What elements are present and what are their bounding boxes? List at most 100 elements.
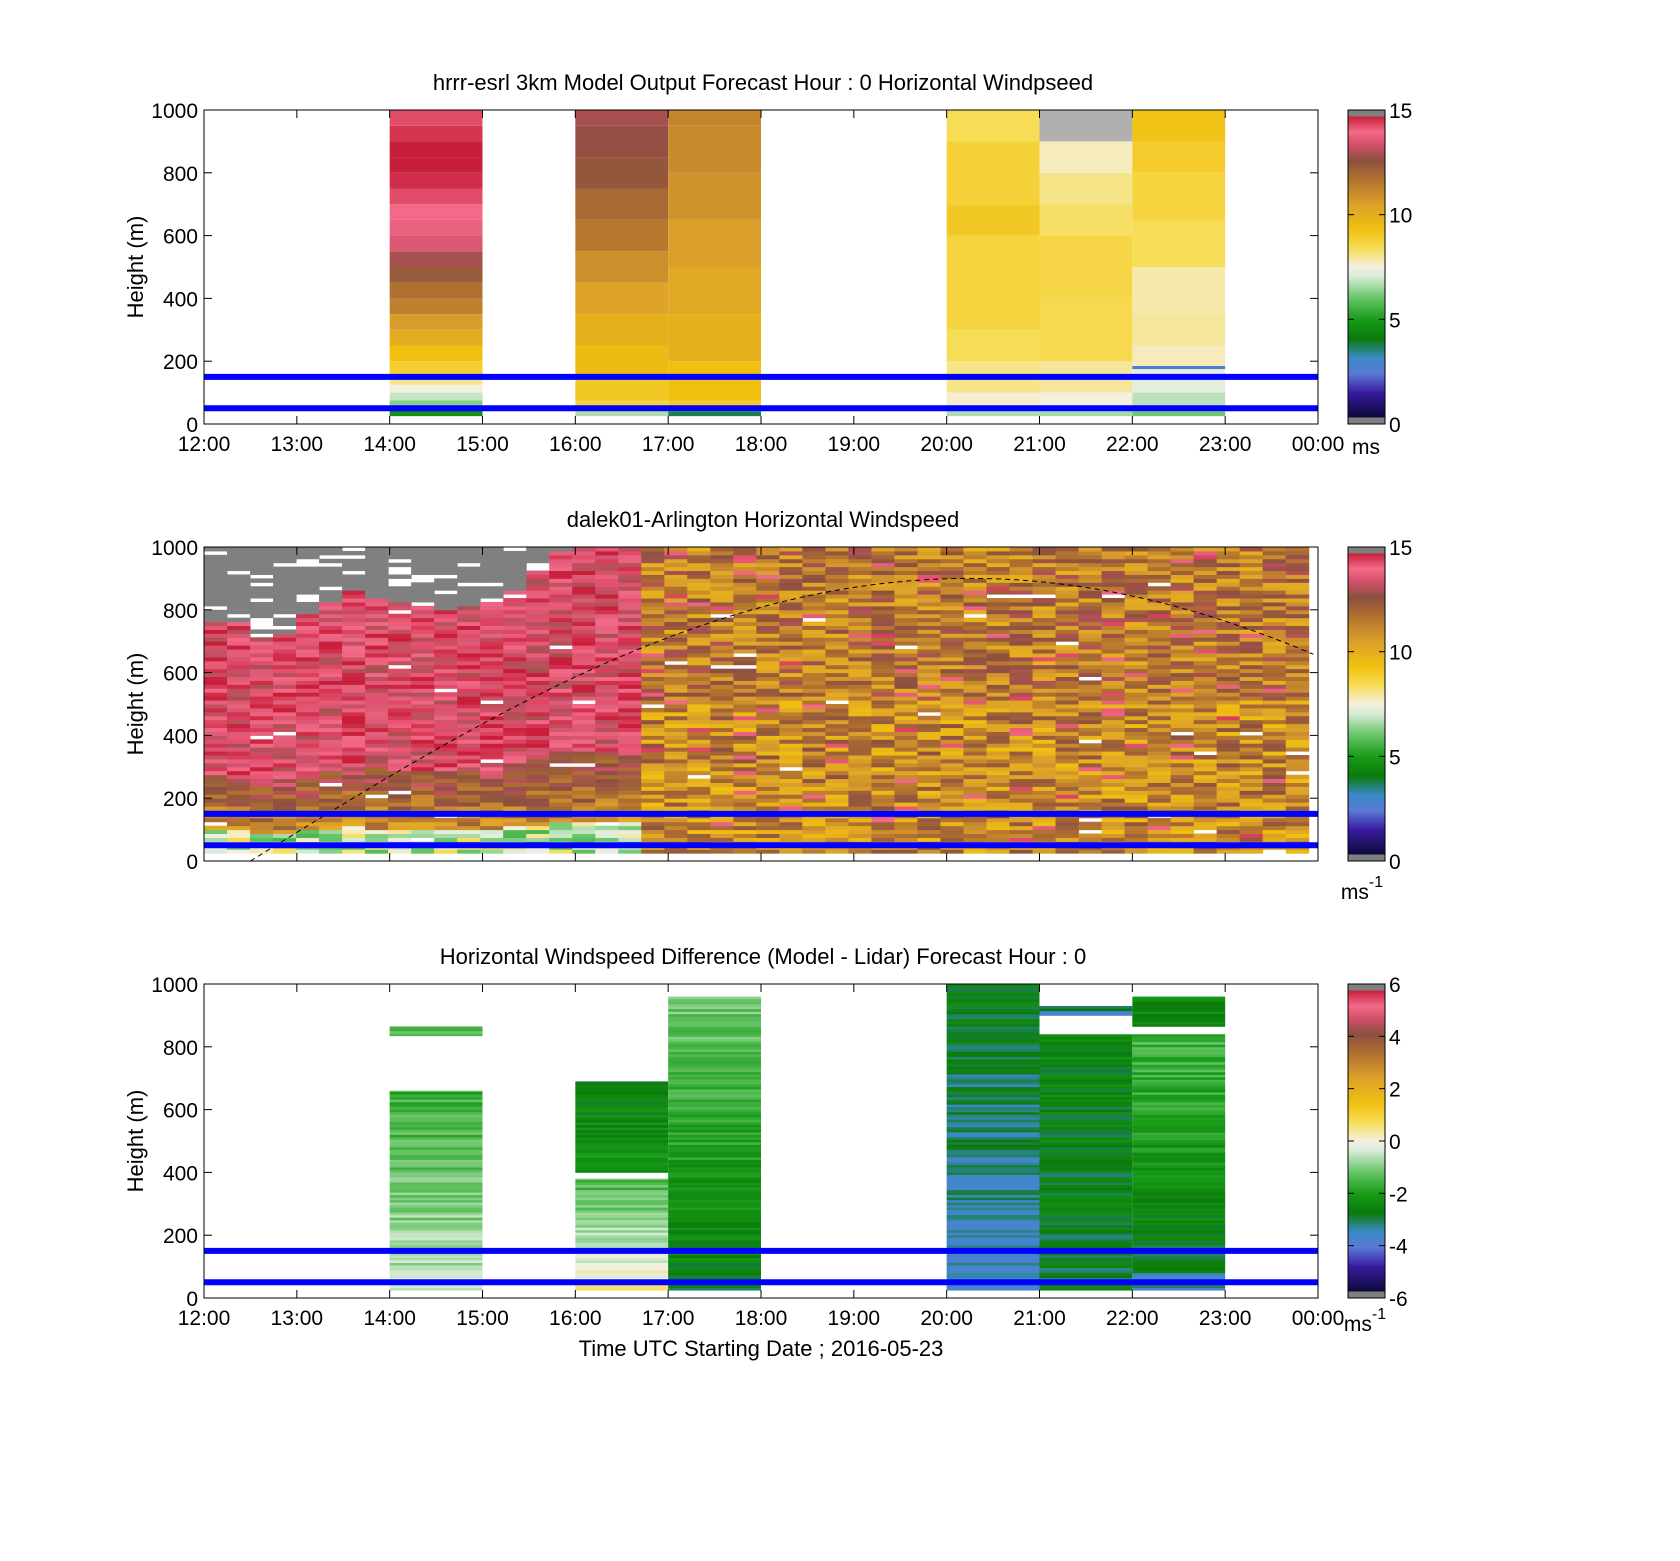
heatmap-cell <box>549 633 573 638</box>
missing-data-cell <box>365 547 389 552</box>
heatmap-cell <box>848 798 872 803</box>
lidar-column <box>480 547 504 854</box>
heatmap-cell <box>365 696 389 701</box>
heatmap-cell <box>1132 1197 1226 1201</box>
heatmap-cell <box>802 641 826 646</box>
heatmap-cell <box>595 617 619 623</box>
heatmap-cell <box>756 594 780 599</box>
heatmap-cell <box>825 825 849 831</box>
heatmap-cell <box>871 704 895 709</box>
heatmap-cell <box>1262 645 1287 650</box>
heatmap-cell <box>227 672 251 678</box>
heatmap-cell <box>756 586 780 591</box>
heatmap-cell <box>802 562 826 568</box>
heatmap-cell <box>1262 637 1287 642</box>
heatmap-cell <box>227 668 251 674</box>
heatmap-cell <box>733 680 757 685</box>
heatmap-cell <box>1132 1013 1226 1017</box>
heatmap-cell <box>526 825 550 831</box>
heatmap-cell <box>1032 723 1057 729</box>
heatmap-cell <box>342 656 366 662</box>
heatmap-cell <box>572 613 596 619</box>
heatmap-cell <box>802 582 826 587</box>
heatmap-cell <box>480 711 504 717</box>
difference-column-21 <box>1039 1005 1133 1291</box>
heatmap-cell <box>273 672 297 678</box>
heatmap-cell <box>503 649 527 654</box>
heatmap-cell <box>1101 582 1126 587</box>
heatmap-cell <box>618 558 642 564</box>
heatmap-cell <box>641 751 665 756</box>
heatmap-cell <box>204 715 228 721</box>
heatmap-cell <box>1147 723 1172 729</box>
heatmap-cell <box>668 1149 761 1153</box>
heatmap-cell <box>848 660 872 666</box>
heatmap-cell <box>575 1124 669 1128</box>
heatmap-cell <box>1101 723 1126 729</box>
heatmap-cell <box>575 1142 669 1146</box>
heatmap-cell <box>871 641 895 646</box>
missing-data-cell <box>227 590 251 595</box>
heatmap-cell <box>963 821 988 827</box>
heatmap-cell <box>1132 172 1226 220</box>
heatmap-cell <box>457 660 481 666</box>
missing-data-cell <box>204 601 228 607</box>
heatmap-cell <box>1101 598 1126 603</box>
heatmap-cell <box>710 782 734 787</box>
lidar-column <box>1193 547 1218 854</box>
heatmap-cell <box>733 645 757 650</box>
heatmap-cell <box>250 837 274 842</box>
missing-data-cell <box>296 554 320 560</box>
heatmap-cell <box>1032 649 1057 654</box>
heatmap-cell <box>296 649 320 654</box>
heatmap-cell <box>1193 684 1218 689</box>
heatmap-cell <box>273 692 297 697</box>
heatmap-cell <box>756 578 780 583</box>
heatmap-cell <box>871 582 895 587</box>
heatmap-cell <box>389 141 483 158</box>
heatmap-cell <box>917 617 941 623</box>
heatmap-cell <box>389 1272 483 1276</box>
heatmap-cell <box>411 735 435 740</box>
heatmap-cell <box>572 735 596 740</box>
heatmap-cell <box>963 849 988 854</box>
heatmap-cell <box>434 747 458 752</box>
heatmap-cell <box>1239 586 1264 591</box>
heatmap-cell <box>1239 629 1264 634</box>
heatmap-cell <box>1101 684 1126 689</box>
heatmap-cell <box>1132 1287 1226 1291</box>
heatmap-cell <box>1147 798 1172 803</box>
heatmap-cell <box>1055 688 1080 693</box>
heatmap-cell <box>825 672 849 678</box>
heatmap-cell <box>756 688 780 693</box>
heatmap-cell <box>963 790 988 795</box>
heatmap-cell <box>549 617 573 623</box>
missing-data-cell <box>250 558 274 564</box>
heatmap-cell <box>1039 1287 1133 1291</box>
heatmap-cell <box>756 770 780 776</box>
heatmap-cell <box>641 719 665 725</box>
heatmap-cell <box>273 786 297 791</box>
heatmap-cell <box>1216 684 1241 689</box>
heatmap-cell <box>1078 762 1103 768</box>
missing-data-cell <box>273 601 297 607</box>
heatmap-cell <box>549 586 573 591</box>
heatmap-cell <box>848 684 872 689</box>
heatmap-cell <box>250 688 274 693</box>
heatmap-cell <box>756 664 780 670</box>
heatmap-cell <box>802 672 826 678</box>
heatmap-cell <box>825 668 849 674</box>
heatmap-cell <box>457 774 481 780</box>
heatmap-cell <box>1039 1217 1133 1221</box>
heatmap-cell <box>1239 625 1264 630</box>
heatmap-cell <box>687 778 711 783</box>
heatmap-cell <box>296 747 320 752</box>
heatmap-cell <box>946 1013 1040 1017</box>
heatmap-cell <box>894 676 918 681</box>
heatmap-cell <box>664 562 688 568</box>
heatmap-cell <box>687 641 711 646</box>
heatmap-cell <box>618 747 642 752</box>
heatmap-cell <box>575 1149 669 1153</box>
heatmap-cell <box>480 680 504 685</box>
heatmap-cell <box>1147 586 1172 591</box>
